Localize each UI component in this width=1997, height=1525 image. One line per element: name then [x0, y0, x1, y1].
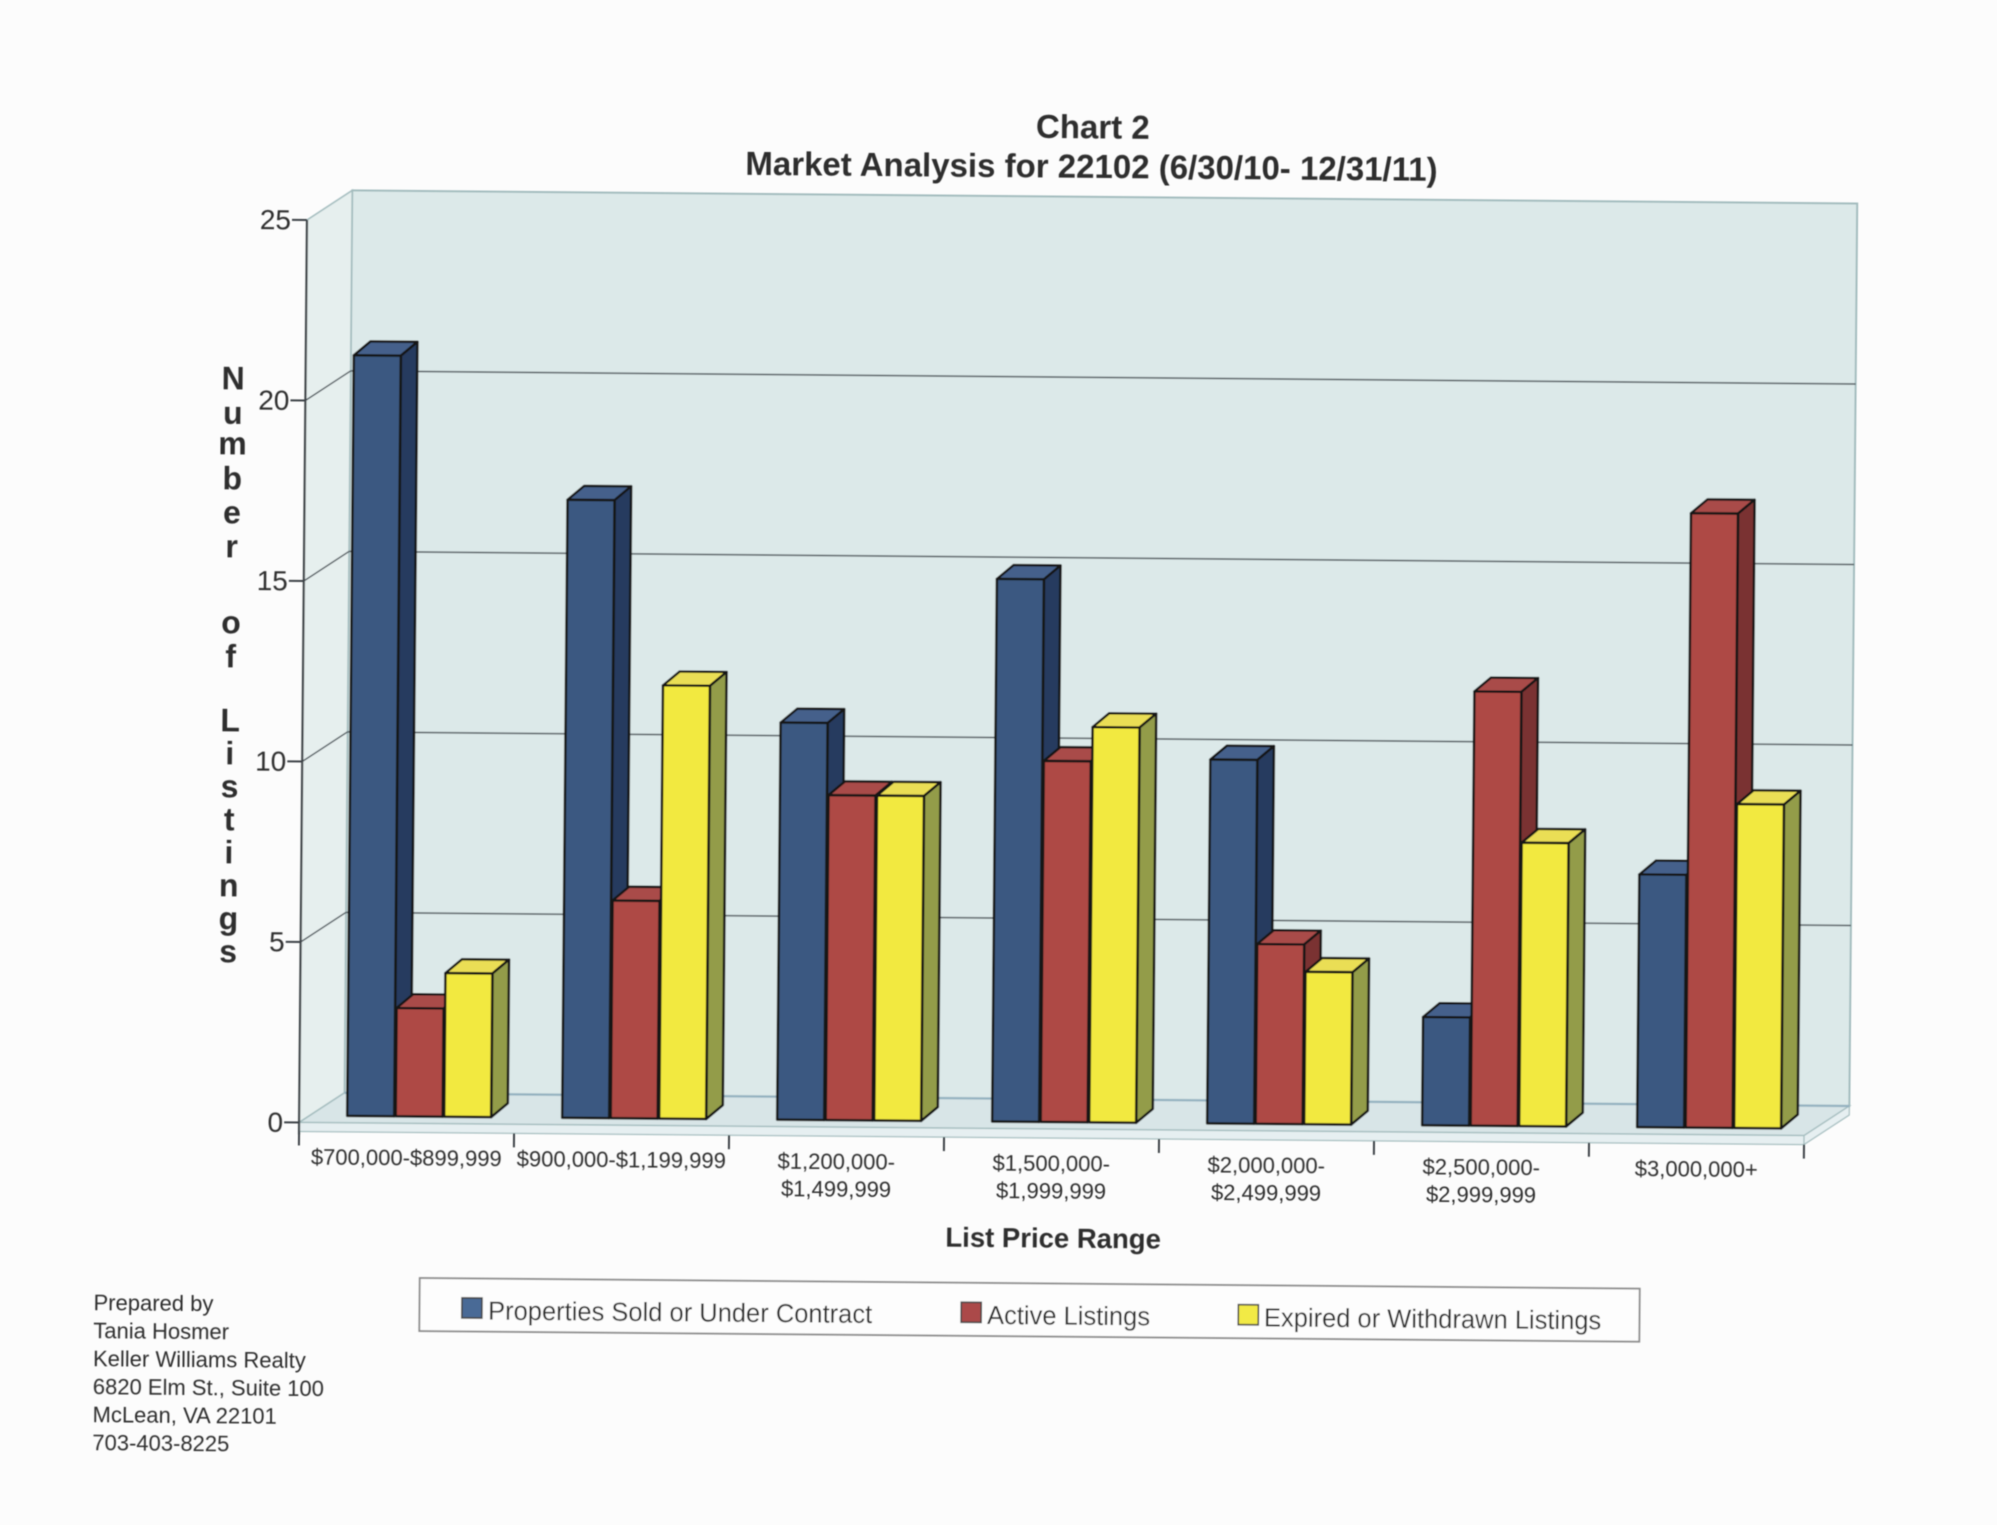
svg-text:$700,000-$899,999: $700,000-$899,999 [311, 1145, 502, 1172]
svg-text:s: s [220, 768, 238, 804]
svg-text:f: f [225, 638, 236, 674]
svg-text:List Price Range: List Price Range [945, 1222, 1161, 1255]
svg-text:$2,500,000-: $2,500,000- [1422, 1154, 1540, 1180]
svg-text:b: b [222, 460, 242, 496]
svg-text:McLean, VA 22101: McLean, VA 22101 [92, 1402, 277, 1429]
svg-text:Market Analysis for 22102 (6/3: Market Analysis for 22102 (6/30/10- 12/3… [745, 145, 1437, 188]
svg-text:$1,200,000-: $1,200,000- [777, 1149, 895, 1175]
svg-text:5: 5 [269, 926, 285, 957]
svg-text:$2,499,999: $2,499,999 [1211, 1180, 1321, 1206]
svg-text:Expired or Withdrawn Listings: Expired or Withdrawn Listings [1264, 1304, 1602, 1335]
svg-text:i: i [224, 834, 233, 870]
svg-text:20: 20 [258, 385, 289, 416]
svg-text:10: 10 [255, 746, 286, 777]
svg-text:$1,999,999: $1,999,999 [996, 1178, 1106, 1204]
svg-text:Tania Hosmer: Tania Hosmer [93, 1318, 229, 1344]
svg-text:i: i [225, 735, 234, 771]
svg-text:g: g [218, 900, 238, 936]
svg-text:m: m [218, 425, 247, 461]
svg-text:e: e [223, 494, 241, 530]
svg-text:$1,499,999: $1,499,999 [781, 1176, 891, 1202]
svg-text:Active Listings: Active Listings [987, 1302, 1150, 1331]
svg-text:Properties Sold or Under Contr: Properties Sold or Under Contract [488, 1298, 872, 1329]
svg-text:703-403-8225: 703-403-8225 [92, 1430, 229, 1456]
svg-text:o: o [221, 604, 241, 640]
svg-text:L: L [220, 702, 240, 738]
svg-text:$2,999,999: $2,999,999 [1426, 1182, 1536, 1208]
svg-text:N: N [221, 360, 244, 396]
svg-text:$2,000,000-: $2,000,000- [1207, 1152, 1325, 1178]
svg-text:25: 25 [260, 204, 291, 235]
svg-text:6820 Elm St., Suite 100: 6820 Elm St., Suite 100 [93, 1374, 324, 1401]
svg-text:$1,500,000-: $1,500,000- [992, 1151, 1110, 1177]
svg-text:n: n [219, 867, 239, 903]
svg-text:t: t [224, 801, 235, 837]
svg-text:$900,000-$1,199,999: $900,000-$1,199,999 [517, 1146, 726, 1173]
svg-text:0: 0 [267, 1107, 283, 1138]
svg-text:r: r [225, 528, 238, 564]
svg-text:s: s [219, 933, 237, 969]
svg-text:u: u [223, 395, 243, 431]
svg-text:Keller Williams Realty: Keller Williams Realty [93, 1346, 306, 1373]
svg-text:Prepared by: Prepared by [93, 1290, 213, 1316]
svg-text:$3,000,000+: $3,000,000+ [1635, 1156, 1758, 1182]
svg-text:Chart 2: Chart 2 [1036, 108, 1150, 146]
svg-text:15: 15 [257, 565, 288, 596]
